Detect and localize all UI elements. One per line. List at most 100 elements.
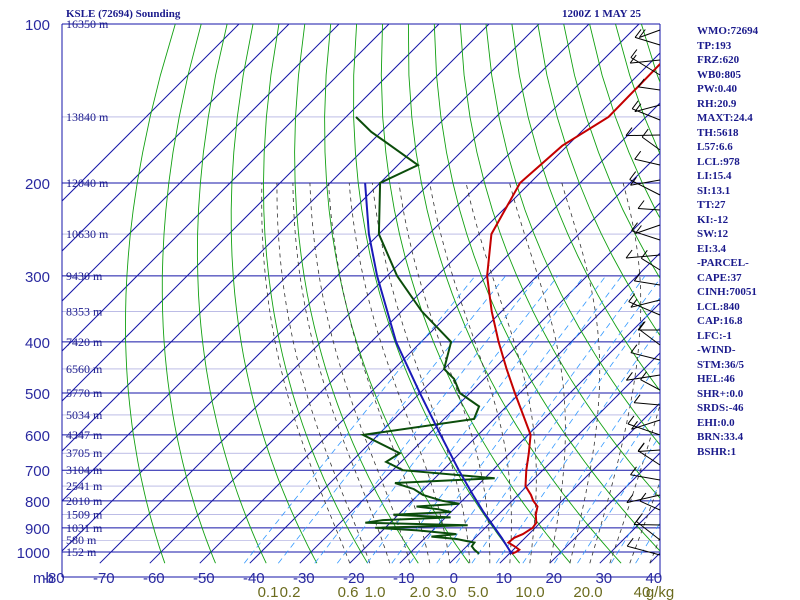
index-entry: SHR+:0.0 (697, 387, 744, 400)
temperature-tick-label: 10 (495, 570, 512, 587)
isotherm-line (299, 202, 660, 564)
dry-adiabat-line (537, 24, 660, 337)
temperature-tick-label: 40 (645, 570, 662, 587)
height-labels: 16350 m 13840 m 12040 m 10630 m 9430 m 8353 m… (66, 17, 109, 559)
index-entry: MAXT:24.4 (697, 112, 753, 124)
height-label: 2541 m (66, 479, 103, 493)
wind-barb (639, 500, 661, 511)
moist-adiabat-line (348, 182, 451, 564)
mixing-ratio-label: 0.2 (280, 584, 301, 600)
index-entry: LCL:978 (697, 155, 740, 168)
mixing-ratio-line (436, 275, 646, 564)
mixing-ratio-label: 20.0 (573, 584, 602, 600)
mixing-ratio-line (243, 275, 476, 564)
pressure-tick-label: 800 (25, 494, 50, 511)
isotherm-line (199, 102, 660, 564)
index-entry: LI:15.4 (697, 170, 732, 182)
pressure-tick-label: 200 (25, 176, 50, 193)
index-entry: L57:6.6 (697, 141, 733, 153)
isotherm-line (549, 452, 660, 564)
wind-barb (632, 108, 661, 121)
mixing-ratio-label: 1.0 (365, 584, 386, 600)
index-entry: WB0:805 (697, 68, 741, 81)
height-label: 152 m (66, 545, 97, 559)
wind-barb-flag (638, 29, 646, 38)
index-entry: RH:20.9 (697, 97, 737, 110)
index-entry: TP:193 (697, 39, 732, 52)
pressure-tick-label: 300 (25, 269, 50, 286)
height-label: 4347 m (66, 428, 103, 442)
wind-barb-flag (631, 420, 638, 430)
dry-adiabat-line (230, 24, 318, 564)
mixing-ratio-line (495, 326, 660, 564)
wind-barb (630, 299, 661, 308)
pressure-tick-label: 500 (25, 386, 50, 403)
height-label: 9430 m (66, 269, 103, 283)
wind-barb-flag (640, 250, 648, 259)
mixing-ratio-line (610, 483, 660, 564)
dry-adiabat-line (294, 24, 419, 564)
dry-adiabat-line (380, 24, 571, 564)
moist-adiabat-line (429, 182, 512, 564)
moist-adiabat-line (292, 182, 391, 564)
moist-adiabat-line (561, 182, 601, 564)
height-label: 5034 m (66, 408, 103, 422)
isotherm-line (62, 24, 540, 502)
temperature-tick-label: -20 (343, 570, 365, 587)
height-label: 10630 m (66, 227, 109, 241)
moist-adiabat-line (276, 182, 371, 564)
wind-barb (634, 104, 661, 113)
isotherm-line (62, 24, 490, 452)
mixing-ratio-line (471, 296, 660, 564)
mixing-ratio-label: 3.0 (436, 584, 457, 600)
temperature-tick-label: -60 (143, 570, 165, 587)
wind-barb-flag (637, 442, 645, 452)
index-entry: EHI:0.0 (697, 416, 735, 429)
index-entry: LFC:-1 (697, 329, 732, 342)
height-label: 2010 m (66, 494, 103, 508)
moist-adiabat-line (509, 182, 566, 564)
isotherm-line (499, 402, 660, 564)
moist-adiabat-line (398, 182, 491, 564)
wind-barb-flag (637, 321, 645, 331)
wind-barb-flag (630, 49, 638, 58)
wind-barb-flag (630, 344, 638, 354)
wind-barb (634, 158, 661, 166)
pressure-tick-label: 400 (25, 335, 50, 352)
index-entry: PW:0.40 (697, 83, 738, 95)
wind-barb-flag (634, 29, 642, 38)
mixing-ratio-label: g/kg (646, 584, 674, 600)
temperature-profile (486, 62, 660, 555)
isotherm-line (62, 24, 290, 252)
wind-barb-flag (625, 249, 633, 259)
moist-adiabat-line (589, 182, 642, 564)
wind-barb (628, 301, 661, 316)
temperature-tick-label: -50 (193, 570, 215, 587)
parcel-profile (364, 182, 513, 555)
dry-adiabat-line (459, 24, 660, 499)
mixing-ratio-line (336, 275, 559, 564)
height-label: 5770 m (66, 386, 103, 400)
temperature-axis-labels: mb-80 -70 -60 -50 -40 -30 -20 -10 0 10 20 30 40 (33, 570, 662, 587)
pressure-tick-label: 600 (25, 428, 50, 445)
moist-adiabat-line (261, 182, 351, 564)
dry-adiabat-line (353, 24, 521, 564)
height-label: 3104 m (66, 463, 103, 477)
index-entry: CINH:70051 (697, 286, 757, 298)
height-label: 13840 m (66, 110, 109, 124)
wind-barb (631, 230, 661, 241)
wind-barb-flag (633, 272, 641, 282)
isotherm-line (149, 52, 660, 564)
temperature-tick-label: 30 (595, 570, 612, 587)
index-entry: -PARCEL- (697, 257, 749, 269)
wind-barb-flag (626, 371, 633, 381)
mixing-ratio-line (554, 402, 660, 564)
wind-barb (638, 86, 661, 91)
wind-barb-flag (639, 492, 647, 502)
mixing-ratio-line (409, 275, 623, 564)
moist-adiabat-line (629, 480, 660, 564)
mixing-ratio-line (522, 360, 660, 564)
index-entry: TT:27 (697, 199, 726, 211)
isotherm-line (62, 24, 390, 352)
temperature-tick-label: 20 (545, 570, 562, 587)
